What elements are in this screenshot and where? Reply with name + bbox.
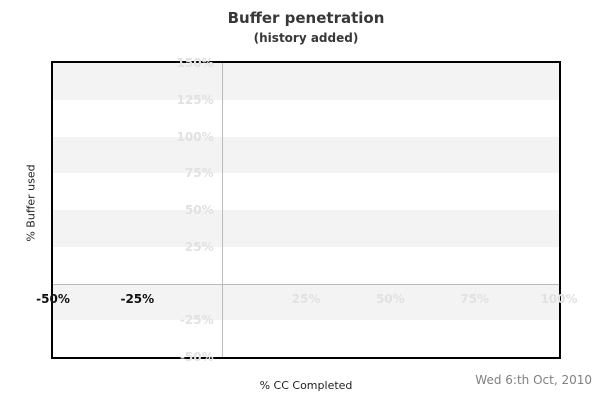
x-axis-label: % CC Completed xyxy=(259,379,353,392)
x-tick-label: -50% xyxy=(36,291,70,306)
x-zero-gridline xyxy=(221,63,223,357)
y-tick-label: 25% xyxy=(184,239,214,254)
y-zero-gridline xyxy=(53,283,559,285)
y-tick-label: -50% xyxy=(179,350,214,364)
y-axis-label: % Buffer used xyxy=(24,164,38,242)
chart-title: Buffer penetration xyxy=(227,9,385,27)
y-tick-label: 100% xyxy=(176,129,214,144)
x-tick-label: 50% xyxy=(375,291,405,306)
y-tick-label: 50% xyxy=(184,203,214,217)
shaded-band xyxy=(53,63,559,100)
x-tick-label: 100% xyxy=(540,291,578,306)
shaded-band xyxy=(53,136,559,174)
x-tick-label: 75% xyxy=(460,291,490,306)
y-tick-label: -25% xyxy=(179,313,214,328)
x-tick-label: -25% xyxy=(120,291,155,306)
x-tick-label: 25% xyxy=(291,291,321,306)
y-tick-label: 150% xyxy=(176,56,214,70)
shaded-band xyxy=(53,283,559,321)
plot-area: 150% 125% 100% 75% 50% 25% -25% -50% -50% -25% 25… xyxy=(36,56,577,364)
y-tick-label: 125% xyxy=(176,92,214,107)
footer-date: Wed 6:th Oct, 2010 xyxy=(475,373,592,387)
chart-subtitle: (history added) xyxy=(253,31,359,45)
shaded-band xyxy=(53,210,559,247)
y-tick-label: 75% xyxy=(184,166,214,181)
